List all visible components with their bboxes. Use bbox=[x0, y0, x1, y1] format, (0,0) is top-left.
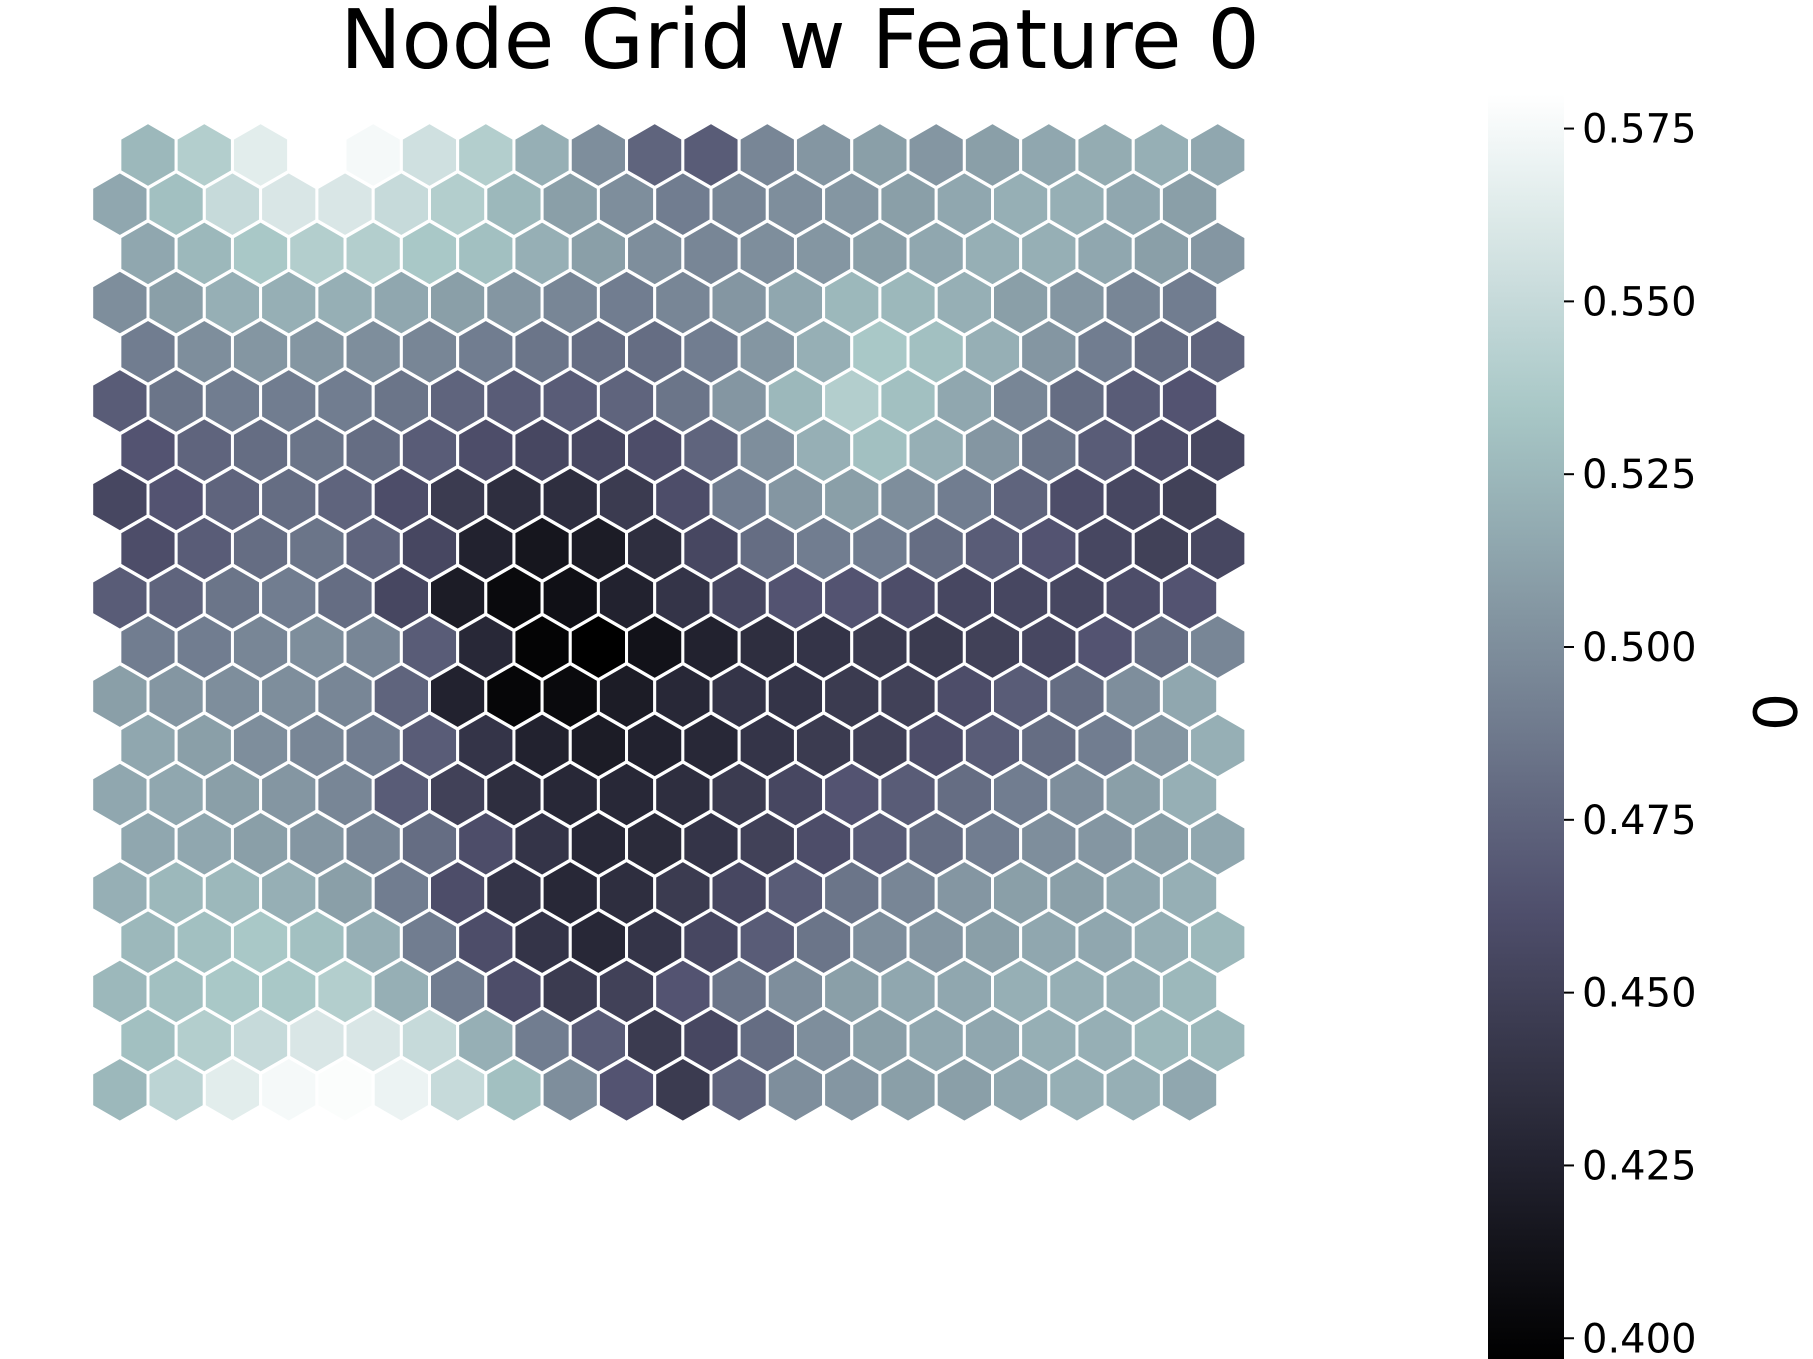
hex-cell bbox=[146, 1055, 206, 1125]
hex-cell bbox=[709, 1055, 769, 1125]
colorbar-tick-label: 0.400 bbox=[1582, 1316, 1697, 1359]
hex-cell bbox=[1103, 1055, 1163, 1125]
hex-grid bbox=[90, 120, 1248, 1125]
hex-cell bbox=[653, 1055, 713, 1125]
colorbar-ticks: 0.400 0.425 0.450 0.475 0.500 0.525 0.550 0.575 bbox=[1564, 107, 1697, 1359]
hex-cell bbox=[90, 1055, 150, 1125]
colorbar-tick-label: 0.500 bbox=[1582, 625, 1697, 671]
hex-cell bbox=[822, 1055, 882, 1125]
colorbar-tick-label: 0.425 bbox=[1582, 1143, 1697, 1189]
colorbar: 0.400 0.425 0.450 0.475 0.500 0.525 0.550 0.575… bbox=[1488, 94, 1808, 1359]
colorbar-tick-label: 0.575 bbox=[1582, 107, 1697, 153]
hex-cell bbox=[1159, 1055, 1220, 1125]
hex-cell bbox=[1047, 1055, 1107, 1125]
hex-cell bbox=[765, 1055, 826, 1125]
colorbar-gradient bbox=[1488, 94, 1564, 1359]
colorbar-tick-label: 0.450 bbox=[1582, 971, 1697, 1017]
colorbar-label: 0 bbox=[1738, 693, 1808, 731]
hex-cell bbox=[259, 1055, 319, 1125]
colorbar-tick-label: 0.550 bbox=[1582, 279, 1697, 325]
hex-cell bbox=[991, 1055, 1051, 1125]
hex-cell bbox=[371, 1055, 431, 1125]
colorbar-tick-label: 0.475 bbox=[1582, 798, 1697, 844]
hex-cell bbox=[484, 1055, 544, 1125]
hex-cell bbox=[596, 1055, 657, 1125]
hex-cell bbox=[428, 1055, 488, 1125]
hex-cell bbox=[934, 1055, 994, 1125]
hex-cell bbox=[878, 1055, 938, 1125]
hex-cell bbox=[202, 1055, 263, 1125]
chart-title: Node Grid w Feature 0 bbox=[340, 0, 1260, 88]
hex-cell bbox=[540, 1055, 600, 1125]
hex-cell bbox=[315, 1055, 375, 1125]
colorbar-tick-label: 0.525 bbox=[1582, 452, 1697, 498]
